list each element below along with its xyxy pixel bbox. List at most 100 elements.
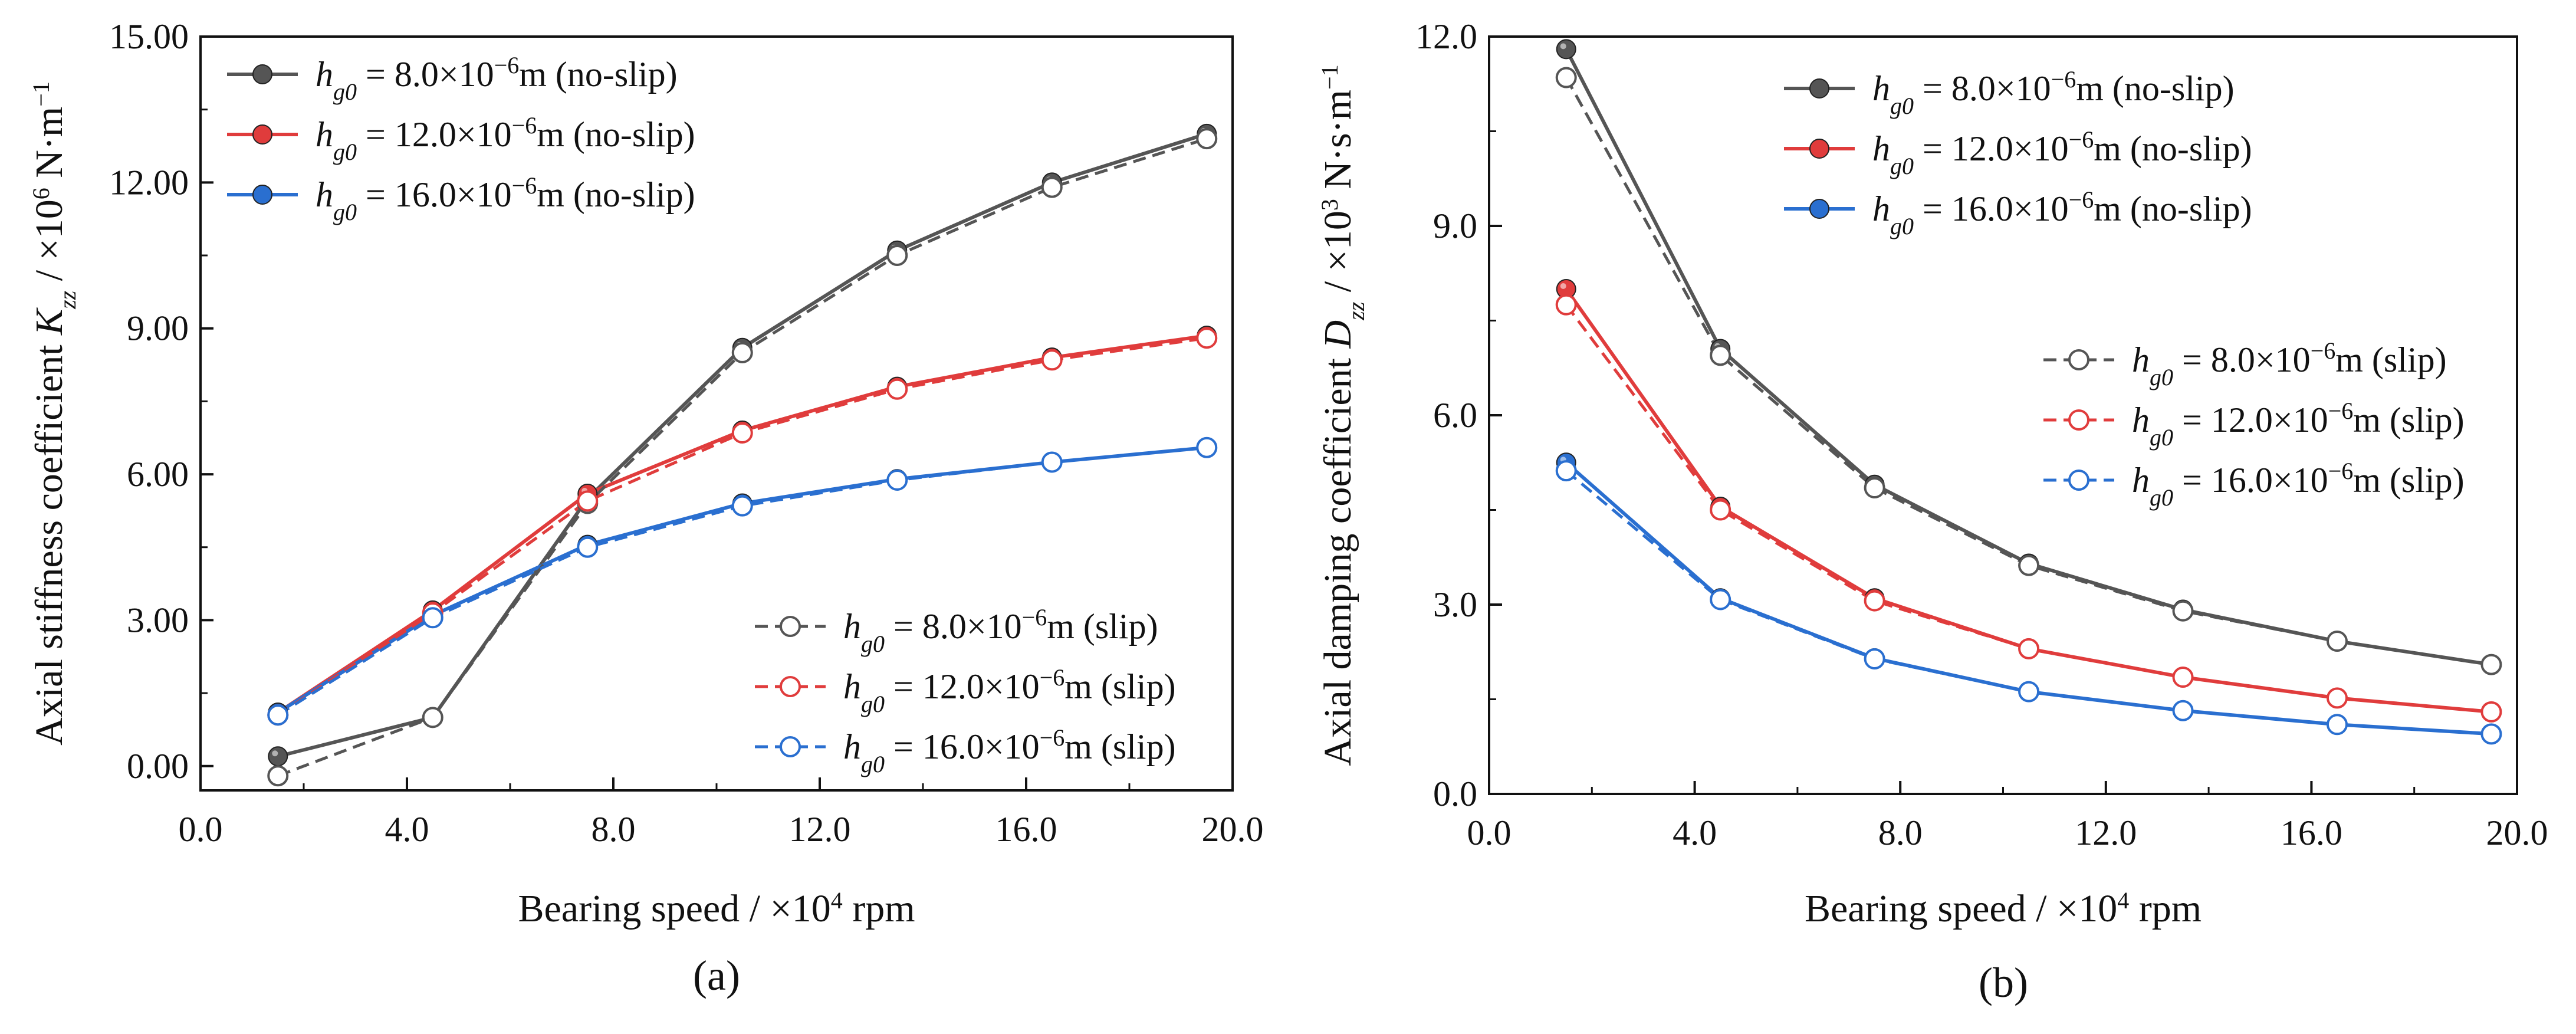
legend-marker [252, 124, 272, 145]
x-axis-label: Bearing speed / ×104 rpm [1805, 887, 2202, 931]
legend-middle-right: hg0 = 8.0×10−6m (slip) hg0 = 12.0×10−6m (… [2043, 337, 2465, 511]
data-point-highlight [1560, 283, 1566, 289]
data-point [577, 490, 599, 512]
data-point [1710, 589, 1731, 610]
data-point [731, 422, 753, 444]
data-point [1864, 477, 1885, 499]
legend-label: hg0 = 12.0×10−6m (no-slip) [316, 112, 695, 165]
y-tick-label: 3.00 [127, 600, 189, 639]
y-axis-label: Axial damping coefficient Dzz / ×103 N·s… [1316, 64, 1369, 766]
data-point [1864, 590, 1885, 612]
y-tick-label: 9.00 [127, 309, 189, 348]
y-tick-label: 6.00 [127, 455, 189, 494]
data-point [2480, 723, 2502, 745]
data-point [2172, 600, 2194, 622]
legend-marker [1809, 139, 1829, 159]
data-point [1196, 128, 1218, 150]
x-tick-label: 20.0 [2486, 813, 2548, 852]
data-point [1864, 648, 1885, 670]
x-tick-label: 16.0 [995, 810, 1057, 849]
y-tick-label: 0.0 [1433, 774, 1477, 813]
data-point-highlight [272, 750, 278, 757]
series-line-8-0-no-slip [277, 132, 1208, 759]
legend-label: hg0 = 8.0×10−6m (no-slip) [1872, 66, 2235, 119]
legend-label: hg0 = 16.0×10−6m (no-slip) [1872, 186, 2252, 239]
data-point [1041, 451, 1063, 473]
panel-label: (b) [1979, 959, 2028, 1006]
y-tick-label: 15.00 [109, 17, 189, 56]
legend-label: hg0 = 16.0×10−6m (slip) [2132, 458, 2465, 511]
data-point [731, 495, 753, 517]
data-point [1555, 460, 1577, 482]
y-tick-label: 12.00 [109, 163, 189, 202]
y-tick-label: 6.0 [1433, 396, 1477, 435]
legend-marker [1809, 199, 1829, 219]
x-tick-label: 20.0 [1202, 810, 1264, 849]
x-tick-label: 4.0 [1673, 813, 1717, 852]
legend-marker [780, 616, 801, 637]
legend-marker [2068, 349, 2089, 370]
legend-label: hg0 = 12.0×10−6m (slip) [843, 664, 1176, 717]
data-point [267, 704, 289, 726]
x-axis-label: Bearing speed / ×104 rpm [518, 887, 915, 931]
data-point [267, 765, 289, 787]
data-point [2018, 681, 2040, 703]
legend-label: hg0 = 16.0×10−6m (slip) [843, 724, 1176, 777]
data-point [1196, 436, 1218, 458]
data-point [1041, 176, 1063, 198]
data-point [886, 469, 908, 491]
legend-label: hg0 = 12.0×10−6m (no-slip) [1872, 126, 2252, 179]
x-tick-label: 0.0 [179, 810, 223, 849]
data-point [2480, 654, 2502, 675]
data-point [731, 342, 753, 363]
data-point [1556, 39, 1576, 60]
x-tick-label: 0.0 [1467, 813, 1512, 852]
legend-marker [780, 736, 801, 757]
legend-label: hg0 = 8.0×10−6m (no-slip) [316, 52, 678, 105]
data-point [268, 746, 288, 767]
panel-label: (a) [693, 952, 740, 999]
data-point [2172, 667, 2194, 688]
data-point [1041, 349, 1063, 371]
legend-top-left: hg0 = 8.0×10−6m (no-slip) hg0 = 12.0×10−6… [227, 52, 695, 225]
legend-marker [1809, 78, 1829, 99]
legend-label: hg0 = 12.0×10−6m (slip) [2132, 398, 2465, 451]
legend-bottom-right: hg0 = 8.0×10−6m (slip) hg0 = 12.0×10−6m (… [755, 604, 1176, 777]
chart-panel-b: 0.0 4.0 8.0 12.0 16.0 20.0 0.0 3.0 6.0 9.0 12.0 Bea… [1316, 17, 2548, 1006]
data-point [1555, 67, 1577, 88]
data-point [2018, 638, 2040, 659]
y-tick-label: 0.00 [127, 747, 189, 786]
y-axis-label: Axial stiffness coefficient Kzz / ×106 N… [28, 81, 81, 746]
series-line-12-0-slip [277, 336, 1207, 717]
legend-marker [2068, 409, 2089, 431]
data-point [2326, 687, 2348, 709]
data-point [1555, 294, 1577, 316]
data-point [2326, 631, 2348, 652]
legend-marker [252, 64, 272, 84]
x-tick-label: 8.0 [592, 810, 636, 849]
legend-label: hg0 = 8.0×10−6m (slip) [843, 604, 1158, 657]
chart-panel-a: 0.0 4.0 8.0 12.0 16.0 20.0 0.00 3.00 6.00 9.00 12.… [28, 17, 1264, 999]
legend-marker [2068, 470, 2089, 491]
data-point [1196, 327, 1218, 349]
x-tick-label: 8.0 [1878, 813, 1923, 852]
x-tick-label: 16.0 [2281, 813, 2342, 852]
data-point [2480, 701, 2502, 723]
y-tick-label: 9.0 [1433, 206, 1477, 245]
data-point-highlight [1560, 43, 1566, 50]
legend-top-right: hg0 = 8.0×10−6m (no-slip) hg0 = 12.0×10−6… [1784, 66, 2252, 239]
data-point [1710, 344, 1731, 366]
legend-label: hg0 = 8.0×10−6m (slip) [2132, 337, 2447, 390]
data-point [577, 536, 599, 558]
legend-marker [252, 185, 272, 205]
data-point [422, 707, 443, 728]
data-point [886, 378, 908, 400]
legend-marker [780, 676, 801, 697]
y-tick-label: 12.0 [1415, 17, 1477, 56]
x-tick-label: 4.0 [385, 810, 429, 849]
y-tick-label: 3.0 [1433, 585, 1477, 624]
x-tick-label: 12.0 [2075, 813, 2137, 852]
data-point [2326, 714, 2348, 736]
data-point [886, 245, 908, 267]
